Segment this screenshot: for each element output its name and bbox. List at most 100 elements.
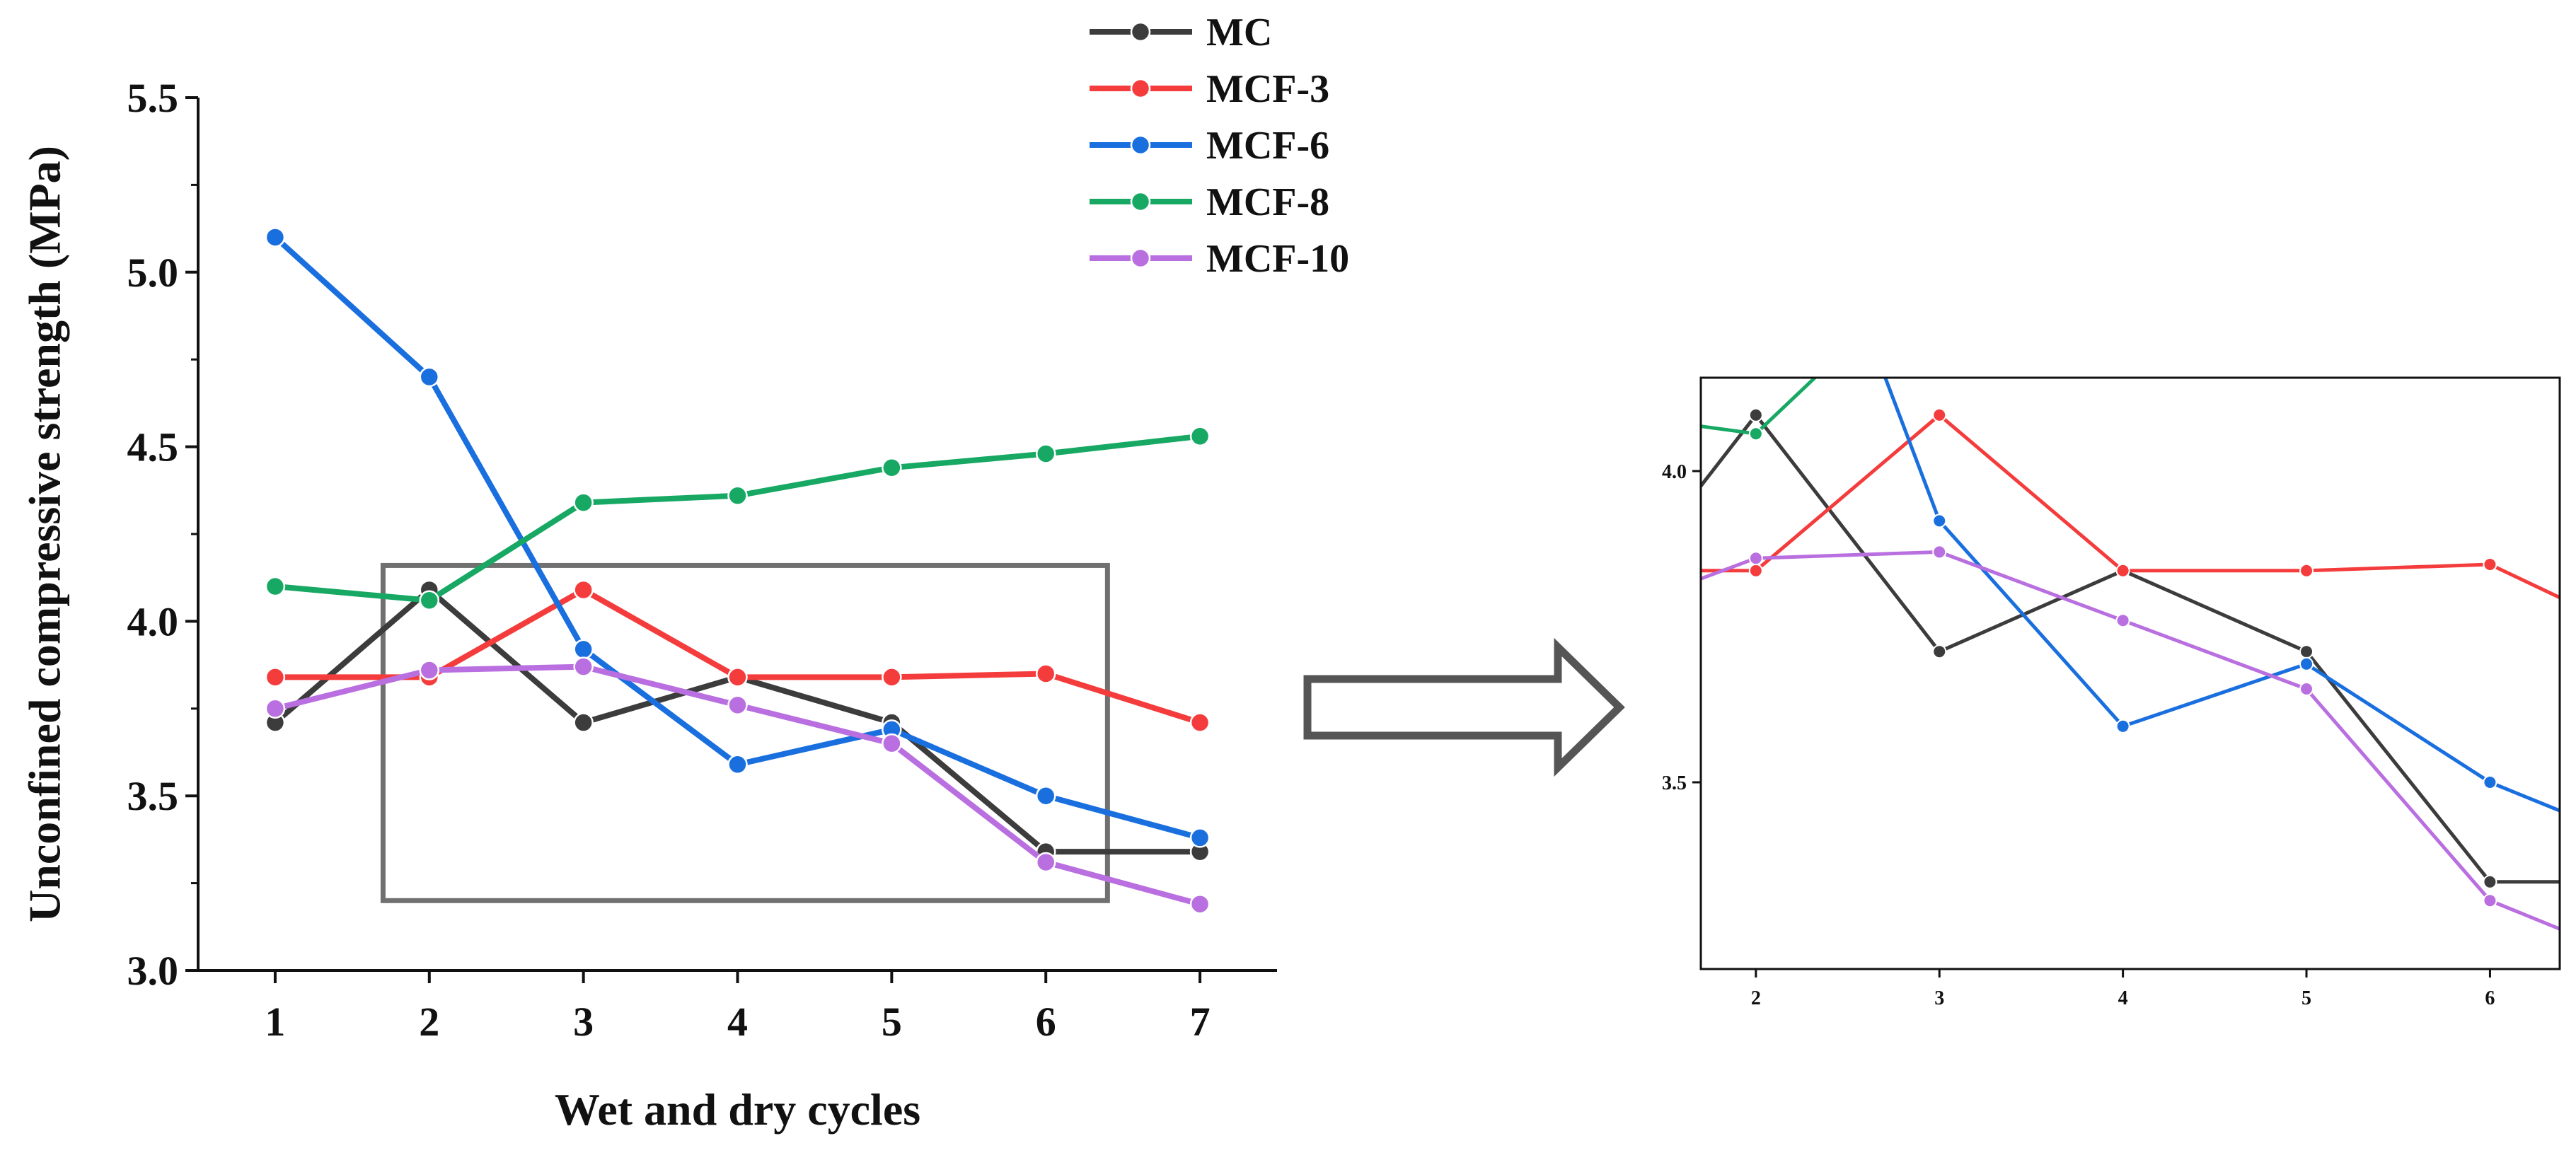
inset-data-point-mcf-6 xyxy=(1932,514,1947,528)
inset-data-point-mcf-8 xyxy=(2300,191,2313,204)
series-mcf-10 xyxy=(265,656,1211,915)
data-point-mcf-6 xyxy=(1189,828,1211,848)
inset-data-point-mcf-8 xyxy=(2117,240,2130,253)
inset-data-point-mcf-6 xyxy=(1750,29,1762,42)
data-point-mcf-10 xyxy=(1189,893,1211,915)
inset-data-point-mcf-3 xyxy=(1566,564,1578,577)
legend: MC MCF-3 MCF-6 MCF-8 MCF-10 xyxy=(1090,11,1349,281)
main-y-axis-title: Unconfined compressive strength (MPa) xyxy=(20,146,70,922)
main-x-tick-label: 5 xyxy=(882,999,902,1045)
legend-label: MCF-8 xyxy=(1206,180,1329,224)
legend-item-mcf-6: MCF-6 xyxy=(1090,124,1329,168)
legend-label: MCF-10 xyxy=(1206,237,1349,281)
data-point-mcf-6 xyxy=(265,227,286,248)
inset-frame xyxy=(1699,376,2561,970)
inset-data-point-mcf-6 xyxy=(2299,656,2314,671)
inset-data-point-mcf-3 xyxy=(2115,563,2130,578)
legend-swatch-marker xyxy=(1130,134,1151,156)
inset-series-layer xyxy=(1566,29,2560,932)
inset-x-tick-label: 4 xyxy=(2118,987,2128,1009)
legend-swatch-marker xyxy=(1130,21,1151,42)
data-point-mcf-3 xyxy=(265,667,286,688)
inset-data-point-mcf-10 xyxy=(1566,620,1578,633)
data-point-mcf-8 xyxy=(882,457,902,478)
data-point-mcf-10 xyxy=(419,660,440,680)
inset-y-tick-label: 4.0 xyxy=(1662,461,1687,483)
data-point-mcf-8 xyxy=(1189,426,1211,447)
data-point-mcf-10 xyxy=(882,733,902,754)
legend-swatch-marker xyxy=(1130,78,1151,99)
inset-x-tick-label: 6 xyxy=(2485,987,2495,1009)
main-x-axis-title: Wet and dry cycles xyxy=(555,1084,920,1135)
main-y-tick-label: 4.0 xyxy=(127,598,179,644)
inset-series-line-mcf-3 xyxy=(1701,413,2560,600)
zoom-box xyxy=(380,562,1110,903)
zoom-box-layer xyxy=(380,562,1110,903)
legend-label: MCF-6 xyxy=(1206,124,1329,168)
inset-data-point-mcf-6 xyxy=(2115,719,2130,733)
data-point-mcf-10 xyxy=(265,698,286,719)
inset-series-line-mcf-8 xyxy=(1701,378,1818,436)
data-point-mcf-3 xyxy=(1189,712,1211,733)
main-y-tick-label: 5.0 xyxy=(127,250,179,296)
series-mc xyxy=(265,579,1211,862)
inset-data-point-mc xyxy=(2299,644,2314,659)
legend-item-mcf-10: MCF-10 xyxy=(1090,237,1349,281)
legend-swatch-marker xyxy=(1130,191,1151,212)
main-y-tick-label: 5.5 xyxy=(127,75,179,121)
inset-data-point-mcf-3 xyxy=(2483,557,2497,572)
data-point-mcf-3 xyxy=(882,667,902,688)
series-mcf-8 xyxy=(265,426,1211,611)
arrow-shape xyxy=(1303,637,1625,777)
inset-series-line-mcf-10 xyxy=(1701,550,2560,932)
data-point-mc xyxy=(573,712,594,733)
legend-item-mcf-3: MCF-3 xyxy=(1090,67,1329,111)
series-mcf-6 xyxy=(265,227,1211,848)
inset-series-mcf-6 xyxy=(1750,29,2560,813)
data-point-mcf-10 xyxy=(1035,852,1056,873)
inset-x-tick-label: 3 xyxy=(1934,987,1944,1009)
inset-series-mcf-3 xyxy=(1566,407,2560,600)
series-line-mcf-8 xyxy=(272,433,1203,603)
inset-data-point-mcf-8 xyxy=(2483,166,2496,179)
inset-series-mcf-10 xyxy=(1566,545,2560,932)
series-line-mcf-6 xyxy=(272,234,1203,841)
series-line-mc xyxy=(272,586,1203,855)
inset-data-point-mcf-10 xyxy=(2115,613,2130,628)
main-chart: 3.0 3.5 4.0 4.5 5.0 5.5 1 2 3 4 5 6 7 Unconfined com… xyxy=(20,75,1277,1135)
main-x-tick-label: 3 xyxy=(573,999,594,1045)
inset-data-point-mcf-3 xyxy=(1932,407,1947,422)
inset-data-point-mcf-3 xyxy=(2299,563,2314,578)
data-point-mcf-8 xyxy=(573,492,594,513)
data-point-mcf-10 xyxy=(727,695,748,716)
legend-label: MC xyxy=(1206,11,1272,54)
inset-series-mc xyxy=(1701,407,2560,889)
data-point-mcf-6 xyxy=(1035,785,1056,806)
main-y-tick-label: 4.5 xyxy=(127,424,179,470)
inset-data-point-mc xyxy=(2483,874,2497,889)
data-point-mcf-8 xyxy=(727,485,748,506)
data-point-mcf-10 xyxy=(573,656,594,677)
data-point-mcf-8 xyxy=(265,576,286,597)
data-point-mcf-6 xyxy=(419,366,440,388)
inset-y-tick-label: 3.5 xyxy=(1662,772,1687,794)
main-x-tick-label: 2 xyxy=(419,999,439,1045)
legend-swatch-marker xyxy=(1130,248,1151,269)
main-x-tick-label: 1 xyxy=(265,999,285,1045)
data-point-mcf-3 xyxy=(1035,663,1056,684)
inset-data-point-mc xyxy=(1748,407,1763,422)
data-point-mcf-3 xyxy=(573,579,594,601)
main-axes: 3.0 3.5 4.0 4.5 5.0 5.5 1 2 3 4 5 6 7 xyxy=(127,75,1277,1045)
data-point-mcf-6 xyxy=(727,754,748,775)
legend-item-mc: MC xyxy=(1090,11,1272,54)
inset-data-point-mcf-8 xyxy=(1933,253,1946,266)
inset-data-point-mcf-8 xyxy=(1566,402,1578,415)
inset-x-tick-label: 2 xyxy=(1751,987,1761,1009)
right-arrow-icon xyxy=(1303,637,1625,777)
inset-data-point-mcf-10 xyxy=(2483,893,2497,908)
inset-data-point-mcf-3 xyxy=(1748,563,1763,578)
inset-axes: 3.5 4.0 2 3 4 5 6 xyxy=(1662,376,2561,1009)
inset-series-mcf-8 xyxy=(1566,166,2496,441)
data-point-mcf-3 xyxy=(727,667,748,688)
